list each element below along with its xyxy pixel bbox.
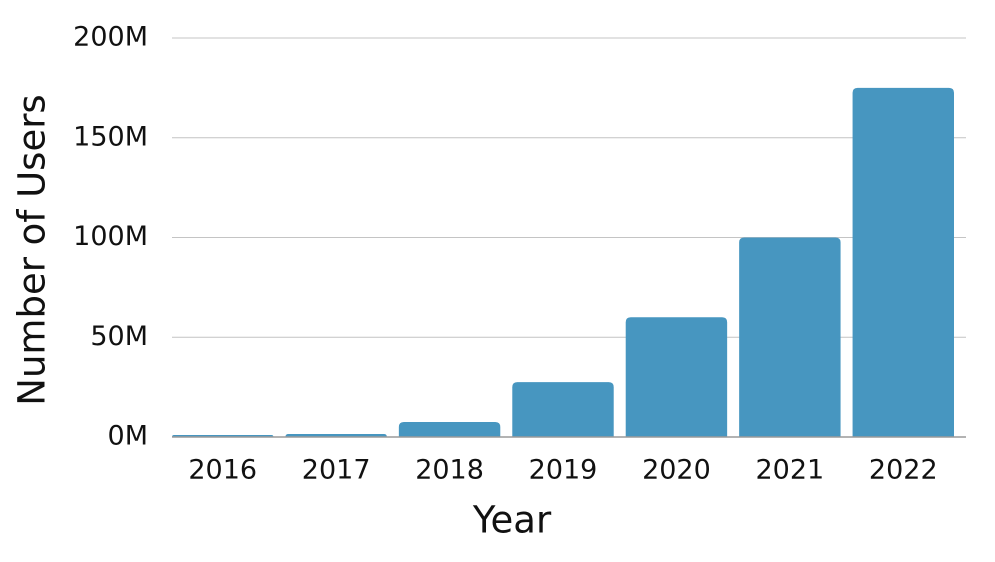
x-tick-label: 2021 [755,455,824,486]
bar [398,422,501,437]
x-tick-label: 2017 [302,455,371,486]
bar [739,237,841,437]
bar [512,382,614,437]
x-tick-label: 2020 [642,455,711,486]
x-tick-label: 2018 [415,455,484,486]
x-tick-label: 2016 [188,455,257,486]
y-tick-label: 200M [73,22,148,53]
y-axis-title: Number of Users [11,94,54,405]
y-tick-label: 0M [108,421,148,452]
x-tick-label: 2022 [869,455,938,486]
bar [625,317,728,437]
x-tick-label: 2019 [529,455,598,486]
y-tick-label: 50M [90,321,148,352]
y-tick-label: 150M [73,121,148,152]
bar [852,87,954,437]
y-tick-label: 100M [73,221,148,252]
x-axis-title: Year [472,499,552,542]
